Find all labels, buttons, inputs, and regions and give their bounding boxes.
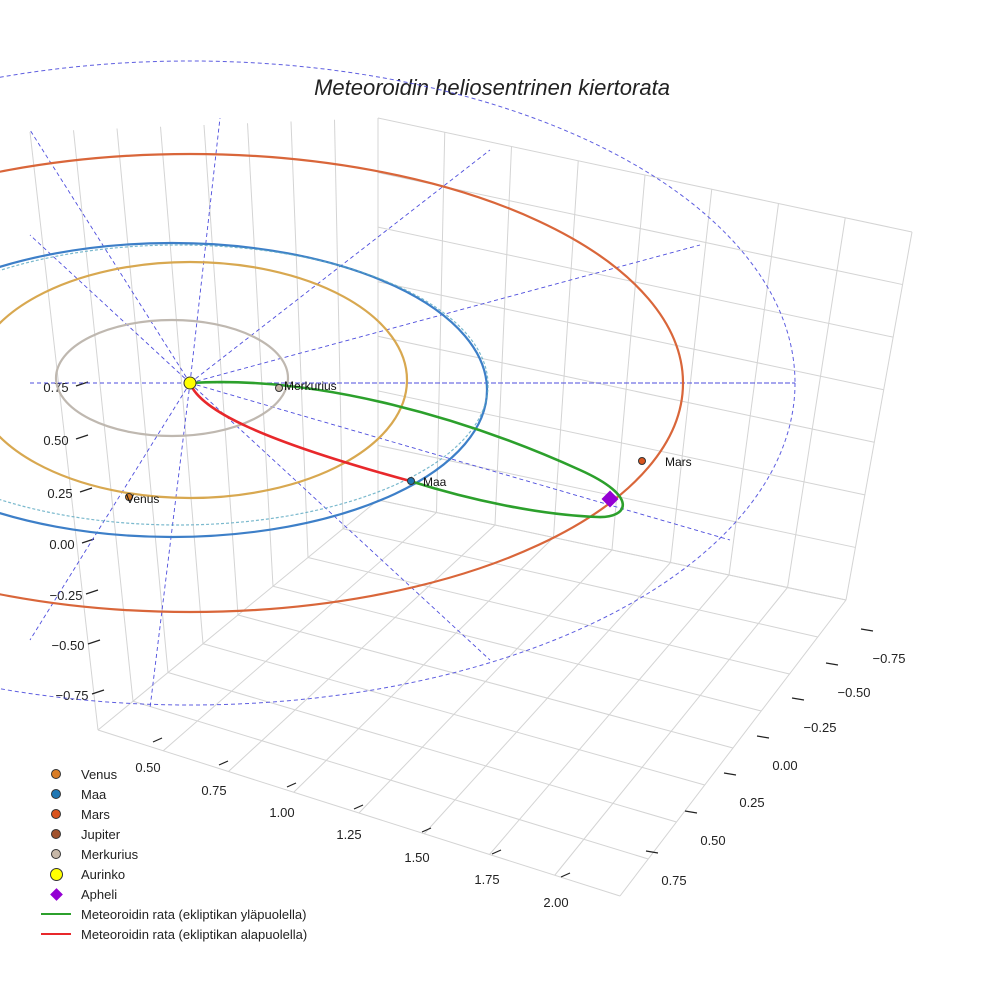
earth-orbit-ecliptic bbox=[0, 244, 489, 526]
x-tick-mark bbox=[491, 849, 502, 855]
earth-label: Maa bbox=[423, 475, 447, 489]
reference-spoke bbox=[29, 234, 191, 384]
legend-label: Mars bbox=[81, 806, 110, 822]
x-tick-label: 2.00 bbox=[543, 895, 568, 910]
x-tick-mark bbox=[152, 737, 163, 743]
mars-label: Mars bbox=[665, 455, 692, 469]
mercury-orbit bbox=[54, 318, 290, 438]
legend-symbol bbox=[40, 864, 72, 884]
x-tick-label: 0.50 bbox=[135, 760, 160, 775]
z-tick-label: −0.25 bbox=[50, 588, 83, 603]
x-tick-mark bbox=[286, 782, 297, 788]
reference-spoke bbox=[29, 129, 191, 384]
x-tick-mark bbox=[421, 827, 432, 833]
earth-orbit bbox=[0, 241, 489, 539]
legend: Venus Maa Mars Jupiter Merkurius Aurinko Aphel… bbox=[40, 764, 307, 944]
reference-spoke bbox=[29, 382, 191, 641]
legend-label: Maa bbox=[81, 786, 107, 802]
y-tick-label: −0.75 bbox=[873, 651, 906, 666]
x-tick-label: 0.75 bbox=[201, 783, 226, 798]
aphelion-marker bbox=[601, 490, 619, 508]
y-tick-label: 0.25 bbox=[739, 795, 764, 810]
venus-orbit bbox=[0, 260, 409, 500]
y-tick-mark bbox=[723, 772, 737, 776]
reference-spoke bbox=[189, 382, 731, 541]
z-tick-label: −0.50 bbox=[52, 638, 85, 653]
x-tick-mark bbox=[560, 872, 571, 878]
legend-item[interactable]: Apheli bbox=[40, 884, 307, 904]
legend-label: Jupiter bbox=[81, 826, 121, 842]
legend-label: Aurinko bbox=[81, 866, 126, 882]
z-tick-label: 0.25 bbox=[47, 486, 72, 501]
z-tick-mark bbox=[87, 639, 101, 645]
x-tick-label: 1.25 bbox=[336, 827, 361, 842]
legend-symbol bbox=[40, 904, 72, 924]
legend-label: Apheli bbox=[81, 886, 118, 902]
y-tick-label: 0.00 bbox=[772, 758, 797, 773]
bodies: Venus Maa Mars Merkurius bbox=[125, 376, 692, 508]
legend-symbol bbox=[40, 844, 72, 864]
z-tick-label: 0.75 bbox=[43, 380, 68, 395]
legend-item[interactable]: Mars bbox=[40, 804, 307, 824]
earth-marker bbox=[407, 477, 415, 485]
chart-title: Meteoroidin heliosentrinen kiertorata bbox=[314, 75, 670, 100]
meteoroid-orbit-above bbox=[189, 380, 624, 519]
venus-label: Venus bbox=[126, 492, 159, 506]
z-tick-label: 0.00 bbox=[49, 537, 74, 552]
orbits bbox=[0, 60, 796, 709]
legend-item[interactable]: Aurinko bbox=[40, 864, 307, 884]
legend-item[interactable]: Jupiter bbox=[40, 824, 307, 844]
legend-label: Meteoroidin rata (ekliptikan yläpuolella… bbox=[81, 906, 307, 922]
mars-orbit bbox=[0, 152, 684, 614]
y-tick-mark bbox=[860, 628, 874, 632]
mercury-label: Merkurius bbox=[284, 379, 337, 393]
legend-item[interactable]: Meteoroidin rata (ekliptikan yläpuolella… bbox=[40, 904, 307, 924]
reference-spoke bbox=[189, 382, 491, 661]
legend-symbol bbox=[40, 804, 72, 824]
legend-label: Venus bbox=[81, 766, 118, 782]
reference-spoke bbox=[189, 117, 221, 384]
legend-label: Merkurius bbox=[81, 846, 139, 862]
legend-item[interactable]: Maa bbox=[40, 784, 307, 804]
sun-marker bbox=[183, 376, 197, 390]
legend-item[interactable]: Meteoroidin rata (ekliptikan alapuolella… bbox=[40, 924, 307, 944]
z-tick-label: −0.75 bbox=[56, 688, 89, 703]
meteoroid-orbit-below bbox=[188, 382, 411, 483]
legend-label: Meteoroidin rata (ekliptikan alapuolella… bbox=[81, 926, 308, 942]
y-tick-mark bbox=[825, 662, 839, 666]
z-tick-mark bbox=[75, 434, 89, 440]
y-tick-label: −0.25 bbox=[804, 720, 837, 735]
legend-symbol bbox=[40, 824, 72, 844]
y-tick-label: −0.50 bbox=[838, 685, 871, 700]
y-tick-mark bbox=[645, 850, 659, 854]
mercury-marker bbox=[275, 384, 283, 392]
mars-marker bbox=[638, 457, 646, 465]
z-tick-mark bbox=[85, 589, 99, 595]
legend-symbol bbox=[40, 764, 72, 784]
y-tick-label: 0.75 bbox=[661, 873, 686, 888]
z-tick-mark bbox=[79, 487, 93, 493]
y-tick-mark bbox=[791, 697, 805, 701]
z-tick-label: 0.50 bbox=[43, 433, 68, 448]
y-tick-mark bbox=[684, 810, 698, 814]
x-tick-mark bbox=[218, 760, 229, 766]
x-tick-mark bbox=[353, 804, 364, 810]
y-tick-label: 0.50 bbox=[700, 833, 725, 848]
legend-item[interactable]: Venus bbox=[40, 764, 307, 784]
axis-grid bbox=[29, 117, 913, 897]
venus-marker bbox=[125, 493, 133, 501]
y-tick-mark bbox=[756, 735, 770, 739]
legend-symbol bbox=[40, 924, 72, 944]
axis-ticks: 0.50 0.75 1.00 1.25 1.50 1.75 2.00 −0.75 −0.50 −0… bbox=[43, 380, 905, 910]
legend-item[interactable]: Merkurius bbox=[40, 844, 307, 864]
meteoroid-orbit bbox=[188, 380, 624, 519]
legend-symbol bbox=[40, 784, 72, 804]
reference-spoke bbox=[149, 382, 191, 709]
x-tick-label: 1.75 bbox=[474, 872, 499, 887]
x-tick-label: 1.00 bbox=[269, 805, 294, 820]
z-tick-mark bbox=[91, 689, 105, 695]
legend-symbol bbox=[40, 884, 72, 904]
x-tick-label: 1.50 bbox=[404, 850, 429, 865]
